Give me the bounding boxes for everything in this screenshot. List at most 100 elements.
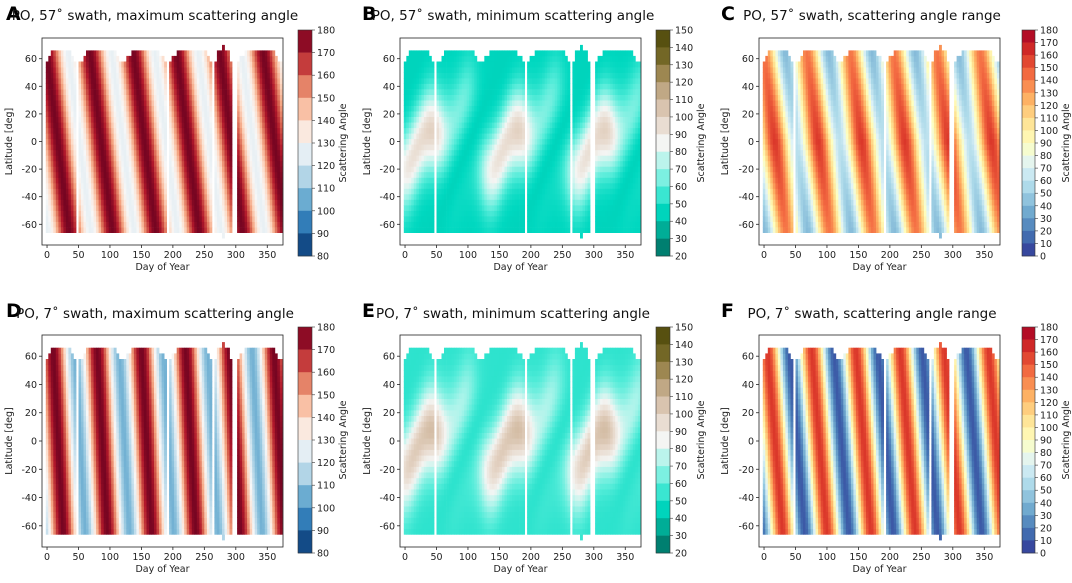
heat-cell — [559, 166, 563, 173]
heat-cell — [449, 210, 452, 217]
heat-cell — [441, 149, 445, 156]
heat-cell — [111, 100, 115, 106]
heat-cell — [522, 83, 525, 90]
heat-cell — [519, 105, 523, 112]
heat-cell — [133, 55, 137, 62]
heat-cell — [539, 177, 543, 184]
heat-cell — [474, 116, 478, 123]
heat-cell — [186, 138, 190, 145]
heat-cell — [471, 216, 475, 222]
heat-cell — [63, 61, 67, 68]
heat-cell — [121, 116, 125, 123]
heat-cell — [156, 127, 160, 134]
heat-cell — [118, 61, 122, 68]
heat-cell — [421, 67, 425, 73]
heat-cell — [451, 199, 455, 206]
heat-cell — [58, 227, 62, 233]
heat-cell — [547, 111, 551, 117]
heat-cell — [196, 133, 200, 140]
heat-cell — [486, 116, 490, 123]
heat-cell — [507, 105, 510, 112]
heat-cell — [48, 177, 52, 184]
heat-cell — [214, 155, 218, 162]
heat-cell — [189, 166, 193, 173]
heat-cell — [408, 116, 412, 123]
heat-cell — [111, 166, 115, 173]
heat-cell — [252, 171, 256, 178]
heat-cell — [138, 144, 142, 151]
heat-cell — [169, 133, 172, 140]
heat-cell — [154, 127, 157, 134]
heat-cell — [149, 116, 152, 123]
heat-cell — [509, 127, 513, 134]
heat-cell — [259, 94, 263, 101]
heat-cell — [532, 72, 535, 79]
heat-cell — [164, 116, 167, 123]
heat-cell — [249, 72, 253, 79]
heat-cell — [70, 83, 74, 90]
heat-cell — [136, 111, 140, 117]
heat-cell — [98, 193, 102, 200]
heat-cell — [143, 160, 147, 167]
heat-cell — [78, 78, 82, 84]
heat-cell — [504, 149, 508, 156]
heat-cell — [461, 72, 465, 79]
heat-cell — [55, 160, 59, 167]
heat-cell — [426, 100, 430, 106]
heat-cell — [512, 160, 515, 167]
heat-cell — [461, 89, 465, 95]
heat-cell — [274, 171, 278, 178]
heat-cell — [111, 160, 115, 167]
heat-cell — [254, 160, 258, 167]
heat-cell — [562, 227, 566, 233]
heat-cell — [53, 50, 57, 57]
heat-cell — [138, 94, 142, 101]
heat-cell — [58, 205, 62, 211]
heat-cell — [249, 160, 253, 167]
heat-cell — [48, 100, 52, 106]
heat-cell — [486, 61, 490, 68]
heat-cell — [131, 100, 135, 106]
heat-cell — [116, 171, 120, 178]
heat-cell — [466, 160, 470, 167]
heat-cell — [88, 133, 92, 140]
heat-cell — [214, 188, 218, 195]
heat-cell — [562, 67, 566, 73]
heat-cell — [206, 138, 210, 145]
heat-cell — [58, 182, 62, 189]
heat-cell — [257, 199, 261, 206]
heat-cell — [123, 94, 127, 101]
heat-cell — [86, 182, 89, 189]
heat-cell — [509, 182, 513, 189]
heat-cell — [151, 133, 155, 140]
heat-cell — [554, 227, 558, 233]
heat-cell — [55, 149, 59, 156]
heat-cell — [426, 61, 430, 68]
heat-cell — [159, 160, 162, 167]
heat-cell — [264, 122, 268, 129]
heat-cell — [98, 221, 102, 228]
heat-cell — [549, 188, 553, 195]
heat-cell — [552, 78, 556, 84]
heat-cell — [544, 122, 548, 129]
heat-cell — [55, 100, 59, 106]
heat-cell — [149, 67, 152, 73]
heat-cell — [68, 227, 72, 233]
heat-cell — [406, 171, 410, 178]
heat-cell — [184, 111, 188, 117]
heat-cell — [512, 50, 515, 57]
heat-cell — [159, 138, 162, 145]
heat-cell — [454, 144, 457, 151]
heat-cell — [171, 166, 175, 173]
heat-cell — [171, 177, 175, 184]
heat-cell — [279, 111, 283, 117]
heat-cell — [101, 210, 104, 217]
heat-cell — [441, 216, 445, 222]
heat-cell — [252, 94, 256, 101]
heat-cell — [499, 177, 503, 184]
heat-cell — [196, 199, 200, 206]
heat-cell — [554, 171, 558, 178]
heat-cell — [73, 94, 77, 101]
heat-cell — [464, 205, 468, 211]
heat-cell — [216, 105, 220, 112]
